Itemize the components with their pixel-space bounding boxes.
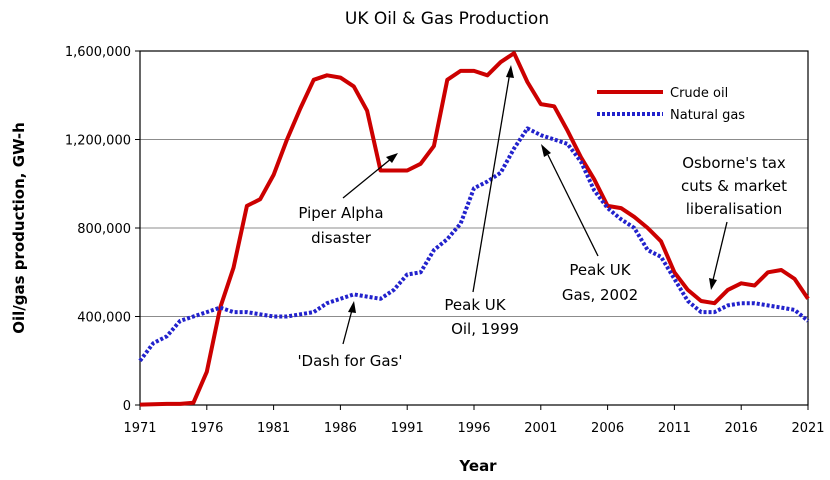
x-axis-ticks: 1971 1976 1981 1986 1991 1996 2001 2006 2011 2016… [123,405,825,436]
y-tick-label: 1,600,000 [65,45,131,60]
annotation-piper-alpha-arrow [342,157,393,199]
annotation-peak-oil: Peak UK Oil, 1999 [444,65,519,338]
legend-label-natural-gas: Natural gas [670,108,745,123]
x-tick-label: 2001 [524,421,557,436]
annotation-peak-gas-arrowhead [541,144,551,157]
annotation-peak-oil-line2: Oil, 1999 [451,320,519,338]
y-tick-label: 800,000 [77,222,131,237]
annotation-peak-gas-line1: Peak UK [569,261,631,279]
annotation-peak-oil-arrowhead [506,65,514,78]
annotation-peak-gas-line2: Gas, 2002 [562,286,638,304]
legend-label-crude-oil: Crude oil [670,86,728,101]
x-tick-label: 1971 [123,421,156,436]
annotation-piper-alpha-line1: Piper Alpha [298,204,383,222]
annotation-piper-alpha-arrowhead [386,153,398,163]
annotation-piper-alpha-line2: disaster [311,229,372,247]
y-tick-label: 0 [123,399,131,414]
annotation-osborne-line3: liberalisation [686,200,783,218]
annotation-osborne-arrow [712,221,728,281]
x-tick-label: 2021 [791,421,824,436]
x-tick-label: 1976 [190,421,223,436]
y-axis-ticks: 0 400,000 800,000 1,200,000 1,600,000 [65,45,140,414]
annotation-piper-alpha: Piper Alpha disaster [298,153,398,247]
annotation-dash-for-gas-text: 'Dash for Gas' [297,352,402,370]
series-layer [138,51,810,407]
x-tick-label: 2016 [725,421,758,436]
y-axis-title: Oil/gas production, GW-h [10,122,28,334]
legend: Crude oil Natural gas [597,86,745,123]
y-tick-label: 1,200,000 [65,134,131,149]
x-axis-title: Year [458,457,497,475]
chart-title: UK Oil & Gas Production [345,9,549,29]
series-line-natural-gas [138,126,810,363]
annotation-osborne: Osborne's tax cuts & market liberalisati… [681,154,787,290]
annotation-peak-oil-arrow [472,71,511,293]
x-tick-label: 1996 [457,421,490,436]
x-tick-label: 1986 [324,421,357,436]
annotation-peak-gas-arrow [547,154,599,257]
x-tick-label: 1991 [391,421,424,436]
x-tick-label: 1981 [257,421,290,436]
x-tick-label: 2011 [658,421,691,436]
annotation-dash-for-gas-arrow [342,309,353,345]
y-tick-label: 400,000 [77,311,131,326]
annotation-osborne-line1: Osborne's tax [682,154,786,172]
series-line-crude-oil [139,51,810,407]
x-tick-label: 2006 [591,421,624,436]
annotation-osborne-arrowhead [709,278,717,290]
annotation-peak-oil-line1: Peak UK [444,296,506,314]
annotation-dash-for-gas-arrowhead [348,301,356,313]
annotation-dash-for-gas: 'Dash for Gas' [297,301,403,370]
annotation-osborne-line2: cuts & market [681,177,787,195]
annotation-peak-gas: Peak UK Gas, 2002 [541,144,638,304]
